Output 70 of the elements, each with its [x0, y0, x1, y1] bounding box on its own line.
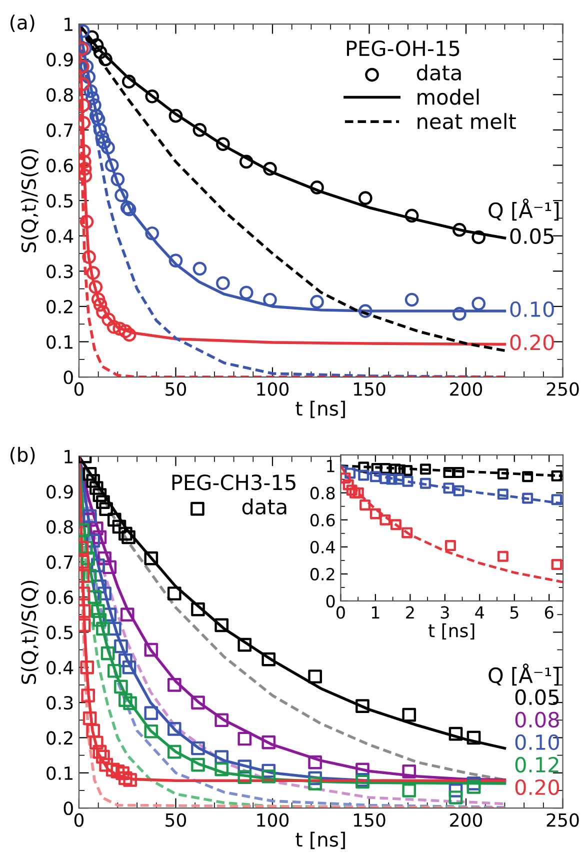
annotation: 0.08	[515, 712, 559, 728]
x-tick-label: 0	[74, 382, 84, 396]
text: (b)	[10, 446, 35, 464]
y-tick-label: 0.2	[46, 731, 72, 745]
y-tick-label: 0.4	[46, 660, 74, 674]
y-tick-label: 0.7	[46, 555, 73, 569]
y-axis-title: S(Q,t)/S(Q)	[21, 580, 38, 684]
y-tick-label: 0.9	[46, 484, 73, 499]
x-tick-label: 100	[257, 813, 289, 827]
x-tick-label: 3	[440, 606, 449, 619]
y-tick-label: 0.6	[310, 514, 335, 526]
y-tick-label: 1	[64, 450, 72, 464]
y-tick-label: 0	[326, 594, 335, 608]
y-tick-label: 1	[64, 18, 72, 31]
x-tick-label: 2	[406, 606, 414, 619]
x-tick-label: 250	[546, 382, 579, 396]
annotation: Q [Å⁻¹]	[488, 664, 559, 686]
x-tick-label: 100	[257, 382, 289, 396]
x-tick-label: 150	[354, 382, 386, 396]
legend-title: PEG-OH-15	[346, 40, 460, 56]
x-tick-label: 0	[336, 606, 345, 619]
legend-label: data	[242, 498, 286, 515]
annotation: Q [Å⁻¹]	[488, 198, 559, 221]
y-tick-label: 0.8	[46, 520, 73, 534]
x-tick-label: 250	[546, 813, 579, 827]
y-tick-label: 0.2	[310, 568, 334, 581]
y-tick-label: 0.6	[46, 590, 73, 604]
y-tick-label: 0.5	[46, 626, 73, 640]
legend-label: data	[416, 64, 461, 81]
y-tick-label: 0.9	[46, 52, 73, 66]
y-tick-label: 0.1	[46, 335, 72, 349]
y-tick-label: 0.7	[46, 123, 73, 138]
y-tick-label: 0	[64, 370, 73, 384]
y-tick-label: 0.6	[46, 158, 73, 172]
y-tick-label: 0.8	[310, 486, 335, 500]
annotation: 0.10	[510, 301, 554, 318]
legend-title: PEG-CH3-15	[172, 474, 296, 490]
x-tick-label: 6	[544, 606, 554, 619]
annotation: 0.10	[515, 734, 559, 750]
x-axis-title: t [ns]	[296, 400, 345, 418]
annotation: 0.05	[515, 689, 559, 706]
legend-label: neat melt	[418, 113, 516, 130]
y-tick-label: 0.5	[46, 194, 73, 208]
x-tick-label: 4	[475, 606, 484, 619]
x-tick-label: 200	[450, 813, 482, 827]
y-tick-label: 0.8	[46, 88, 73, 102]
x-tick-label: 150	[354, 813, 386, 827]
annotation: 0.05	[510, 228, 554, 244]
legend-label: model	[418, 88, 479, 105]
y-tick-label: 0.4	[310, 540, 335, 554]
y-tick-label: 0.1	[46, 766, 72, 780]
x-tick-label: 50	[166, 813, 186, 827]
x-axis-title: t [ns]	[296, 832, 345, 850]
x-tick-label: 200	[450, 382, 482, 396]
y-tick-label: 0.2	[46, 300, 72, 314]
x-tick-label: 50	[166, 382, 186, 396]
annotation: 0.20	[510, 334, 554, 350]
x-tick-label: 1	[372, 606, 380, 619]
x-tick-label: 0	[74, 813, 84, 827]
x-tick-label: 5	[510, 606, 518, 619]
y-tick-label: 0.3	[46, 264, 73, 278]
y-tick-label: 0.4	[46, 229, 74, 243]
y-tick-label: 1	[327, 460, 334, 472]
x-axis-title: t [ns]	[428, 623, 474, 640]
y-tick-label: 0.3	[46, 696, 73, 710]
annotation: 0.12	[515, 756, 558, 773]
annotation: 0.20	[515, 779, 559, 796]
y-axis-title: S(Q,t)/S(Q)	[21, 149, 38, 252]
y-tick-label: 0	[64, 802, 73, 816]
text: (a)	[10, 14, 34, 32]
